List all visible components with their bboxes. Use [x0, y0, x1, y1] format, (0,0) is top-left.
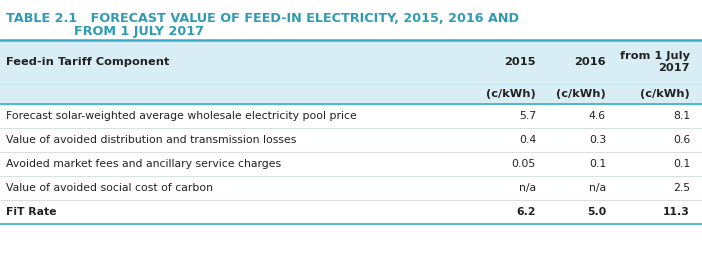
Text: 2.5: 2.5 [673, 183, 690, 193]
Text: Feed-in Tariff Component: Feed-in Tariff Component [6, 57, 169, 67]
Text: Avoided market fees and ancillary service charges: Avoided market fees and ancillary servic… [6, 159, 281, 169]
Text: n/a: n/a [589, 183, 606, 193]
Text: TABLE 2.1   FORECAST VALUE OF FEED-IN ELECTRICITY, 2015, 2016 AND: TABLE 2.1 FORECAST VALUE OF FEED-IN ELEC… [6, 12, 519, 25]
Text: Value of avoided social cost of carbon: Value of avoided social cost of carbon [6, 183, 213, 193]
Text: 8.1: 8.1 [673, 111, 690, 121]
Text: 0.1: 0.1 [673, 159, 690, 169]
Text: Forecast solar-weighted average wholesale electricity pool price: Forecast solar-weighted average wholesal… [6, 111, 357, 121]
Text: 5.7: 5.7 [519, 111, 536, 121]
Text: 4.6: 4.6 [589, 111, 606, 121]
Bar [0, 40, 702, 104]
Text: n/a: n/a [519, 183, 536, 193]
Text: 2016: 2016 [574, 57, 606, 67]
Text: FiT Rate: FiT Rate [6, 207, 56, 217]
Text: 0.1: 0.1 [589, 159, 606, 169]
Text: 0.05: 0.05 [512, 159, 536, 169]
Text: (c/kWh): (c/kWh) [640, 89, 690, 99]
Text: from 1 July
2017: from 1 July 2017 [620, 51, 690, 73]
Text: 0.3: 0.3 [589, 135, 606, 145]
Text: Value of avoided distribution and transmission losses: Value of avoided distribution and transm… [6, 135, 296, 145]
Text: 2015: 2015 [505, 57, 536, 67]
Text: (c/kWh): (c/kWh) [556, 89, 606, 99]
Text: 11.3: 11.3 [663, 207, 690, 217]
Text: 0.4: 0.4 [519, 135, 536, 145]
Text: 5.0: 5.0 [587, 207, 606, 217]
Text: 6.2: 6.2 [517, 207, 536, 217]
Text: FROM 1 JULY 2017: FROM 1 JULY 2017 [74, 25, 204, 38]
Text: (c/kWh): (c/kWh) [486, 89, 536, 99]
Text: 0.6: 0.6 [673, 135, 690, 145]
